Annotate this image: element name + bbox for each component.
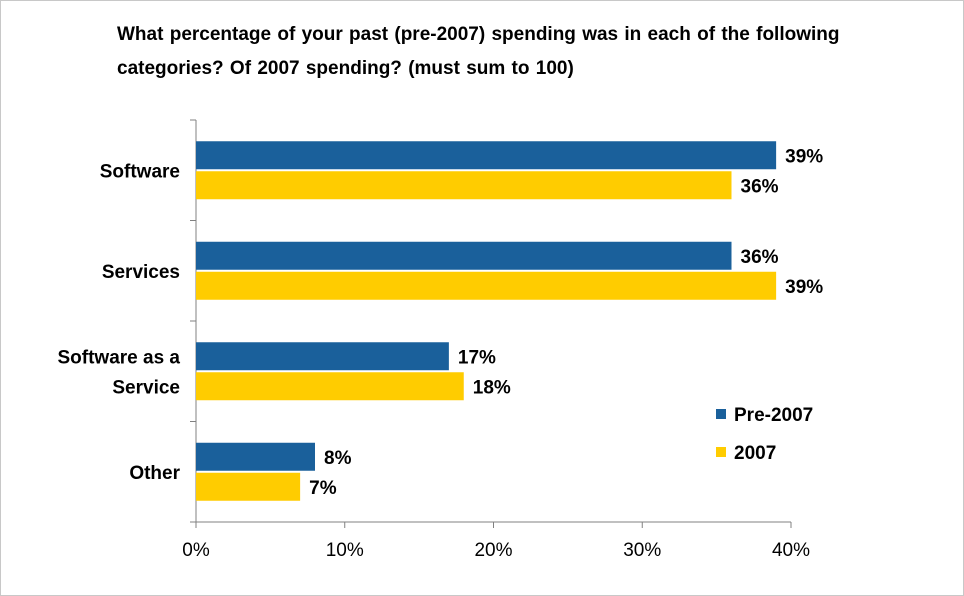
- data-label: 36%: [741, 247, 779, 268]
- x-tick-label: 40%: [772, 540, 810, 561]
- bar-2007: [196, 171, 732, 200]
- bar-pre-2007: [196, 442, 315, 471]
- category-label: Software: [100, 161, 180, 182]
- bar-2007: [196, 271, 777, 300]
- legend-swatch: [716, 447, 726, 457]
- legend-label: 2007: [734, 443, 776, 464]
- data-label: 39%: [785, 277, 823, 298]
- legend-label: Pre-2007: [734, 405, 813, 426]
- chart-title: What percentage of your past (pre-2007) …: [117, 24, 840, 79]
- x-tick-label: 0%: [182, 540, 210, 561]
- bar-2007: [196, 472, 301, 501]
- category-label: Software as a: [58, 347, 181, 368]
- bar-pre-2007: [196, 141, 777, 170]
- category-label: Services: [102, 262, 180, 283]
- data-label: 7%: [309, 478, 337, 499]
- category-label: Service: [112, 377, 180, 398]
- category-label: Other: [129, 463, 180, 484]
- data-label: 36%: [741, 176, 779, 197]
- bar-pre-2007: [196, 241, 732, 270]
- x-tick-label: 20%: [474, 540, 512, 561]
- data-label: 17%: [458, 347, 496, 368]
- x-tick-label: 10%: [326, 540, 364, 561]
- data-label: 39%: [785, 146, 823, 167]
- data-label: 18%: [473, 377, 511, 398]
- bar-pre-2007: [196, 342, 449, 371]
- x-tick-label: 30%: [623, 540, 661, 561]
- legend-swatch: [716, 409, 726, 419]
- data-label: 8%: [324, 448, 352, 469]
- bar-2007: [196, 372, 464, 401]
